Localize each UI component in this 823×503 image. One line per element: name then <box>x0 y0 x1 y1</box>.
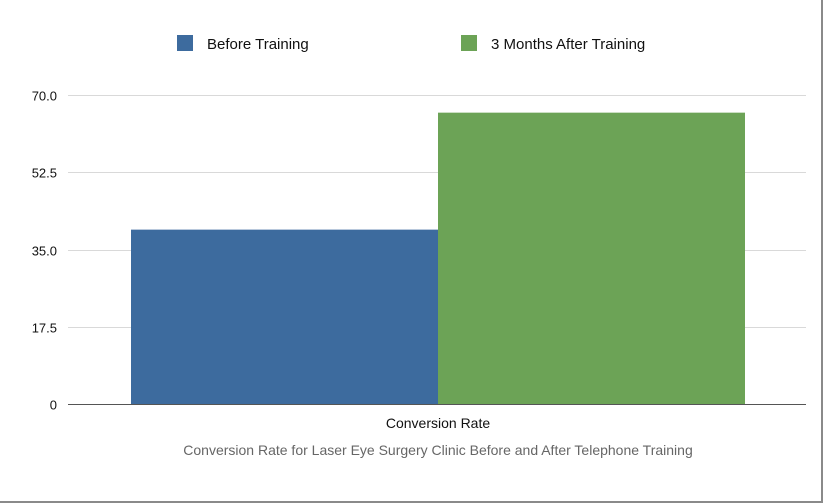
y-tick-label: 0 <box>50 398 57 413</box>
y-tick-label: 17.5 <box>32 321 57 336</box>
legend-label-before-training: Before Training <box>207 36 309 53</box>
y-axis: 0 17.5 35.0 52.5 70.0 <box>32 89 57 413</box>
y-tick-label: 52.5 <box>32 166 57 181</box>
bar-3-months-after-training <box>438 112 745 405</box>
x-tick-label-conversion-rate: Conversion Rate <box>386 415 490 431</box>
y-tick-label: 70.0 <box>32 89 57 104</box>
y-tick-label: 35.0 <box>32 244 57 259</box>
legend-swatch-3-months-after-training <box>461 35 477 51</box>
frame-border-right <box>821 0 823 503</box>
x-axis-title: Conversion Rate for Laser Eye Surgery Cl… <box>183 442 692 458</box>
bar-before-training <box>131 229 438 404</box>
legend: Before Training 3 Months After Training <box>177 35 645 53</box>
legend-swatch-before-training <box>177 35 193 51</box>
legend-label-3-months-after-training: 3 Months After Training <box>491 36 645 53</box>
frame-border-bottom <box>0 501 823 503</box>
bars <box>131 112 745 405</box>
